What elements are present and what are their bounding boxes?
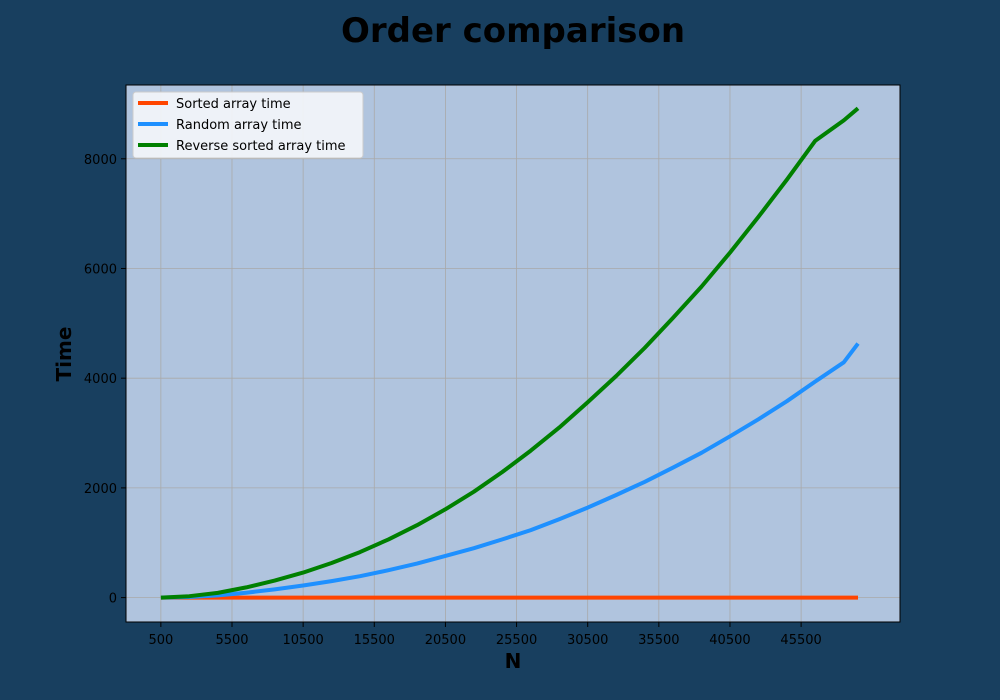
tick-layer: 500 5500 10500 15500 20500 25500 30500 35500 405… [84,153,822,648]
legend-label-random-array-time: Random array time [176,118,302,133]
x-tick-label: 35500 [638,633,679,648]
legend-label-sorted-array-time: Sorted array time [176,97,291,112]
x-tick-label: 45500 [780,633,821,648]
plot-area [126,85,900,622]
legend-label-reverse-sorted-array-time: Reverse sorted array time [176,139,346,154]
x-tick-label: 15500 [354,633,395,648]
x-tick-label: 10500 [282,633,323,648]
plot-frame [125,84,901,623]
x-tick-label: 20500 [425,633,466,648]
y-axis-label: Time [52,327,76,382]
x-tick-label: 40500 [709,633,750,648]
y-tick-label: 8000 [84,153,117,168]
y-tick-label: 4000 [84,372,117,387]
x-tick-label: 500 [148,633,173,648]
legend-box [132,91,364,159]
x-tick-label: 30500 [567,633,608,648]
x-tick-label: 5500 [215,633,248,648]
y-tick-label: 0 [109,592,117,607]
y-tick-label: 2000 [84,482,117,497]
series-line-random-array-time [160,342,860,600]
legend: Sorted array time Random array time Revers… [132,91,364,159]
series-line-reverse-sorted-array-time [160,106,860,600]
chart-title: Order comparison [341,11,685,51]
x-tick-label: 25500 [496,633,537,648]
series-layer [160,106,860,600]
x-axis-label: N [505,649,522,673]
y-tick-label: 6000 [84,262,117,277]
